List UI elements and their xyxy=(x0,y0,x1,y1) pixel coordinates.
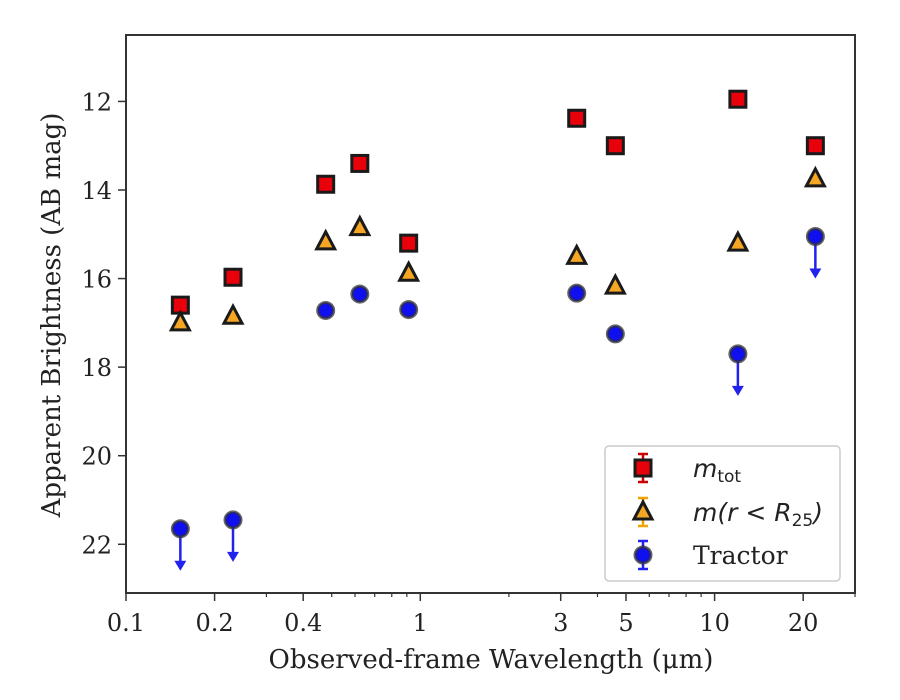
data-point xyxy=(805,227,825,246)
x-axis-label: Observed-frame Wavelength (μm) xyxy=(269,645,714,675)
data-point xyxy=(805,136,825,156)
data-point xyxy=(803,165,827,188)
data-point xyxy=(350,284,370,304)
legend-label: mtot xyxy=(693,454,741,487)
series-0 xyxy=(170,89,825,315)
y-tick-label: 22 xyxy=(81,531,112,559)
data-point xyxy=(168,309,192,332)
data-point xyxy=(316,300,336,320)
x-tick-label: 10 xyxy=(699,609,730,637)
data-point xyxy=(223,510,243,530)
legend-box xyxy=(604,445,841,582)
legend-label: m(r < R25) xyxy=(693,498,823,531)
data-point xyxy=(605,136,625,156)
data-point xyxy=(728,344,748,364)
data-point xyxy=(567,283,587,303)
legend-marker xyxy=(633,458,653,478)
y-tick-label: 16 xyxy=(81,266,112,294)
legend-marker xyxy=(631,498,655,521)
x-tick-label: 0.4 xyxy=(284,609,322,637)
legend: mtot m(r < R25) Tractor xyxy=(604,445,841,582)
series-1 xyxy=(168,165,827,332)
data-point xyxy=(728,89,748,109)
y-axis-label: Apparent Brightness (AB mag) xyxy=(37,113,67,519)
data-point xyxy=(397,260,421,282)
axis-ticks: 0.1 0.2 0.4 1 3 5 10 20 12 14 16 18 20 22 xyxy=(81,88,856,637)
x-tick-label: 5 xyxy=(618,609,633,637)
x-tick-label: 0.2 xyxy=(196,609,234,637)
data-point xyxy=(567,108,587,128)
plot-frame xyxy=(125,34,856,594)
upper-limit-arrowhead xyxy=(174,560,187,571)
data-point xyxy=(223,267,243,287)
y-tick-label: 18 xyxy=(81,354,112,382)
data-point xyxy=(399,300,419,320)
data-point xyxy=(399,233,419,253)
data-point xyxy=(565,243,589,265)
data-point xyxy=(605,324,625,344)
data-point xyxy=(726,229,750,252)
legend-marker xyxy=(633,545,653,565)
x-tick-label: 1 xyxy=(413,609,428,637)
data-point xyxy=(603,272,627,295)
data-point xyxy=(350,153,370,173)
data-point xyxy=(170,519,190,539)
upper-limit-arrowhead xyxy=(227,551,240,562)
y-tick-label: 12 xyxy=(81,88,112,116)
x-tick-label: 20 xyxy=(788,609,819,637)
upper-limit-arrowhead xyxy=(731,385,744,396)
data-point xyxy=(348,214,372,237)
data-point xyxy=(314,228,338,251)
data-series xyxy=(168,89,827,571)
y-tick-label: 20 xyxy=(81,443,112,471)
x-tick-label: 3 xyxy=(553,609,568,637)
x-tick-label: 0.1 xyxy=(107,609,145,637)
legend-label: Tractor xyxy=(693,541,788,570)
y-tick-label: 14 xyxy=(81,177,112,205)
series-2 xyxy=(170,227,825,571)
data-point xyxy=(316,174,336,194)
upper-limit-arrowhead xyxy=(809,268,822,279)
data-point xyxy=(221,303,245,325)
